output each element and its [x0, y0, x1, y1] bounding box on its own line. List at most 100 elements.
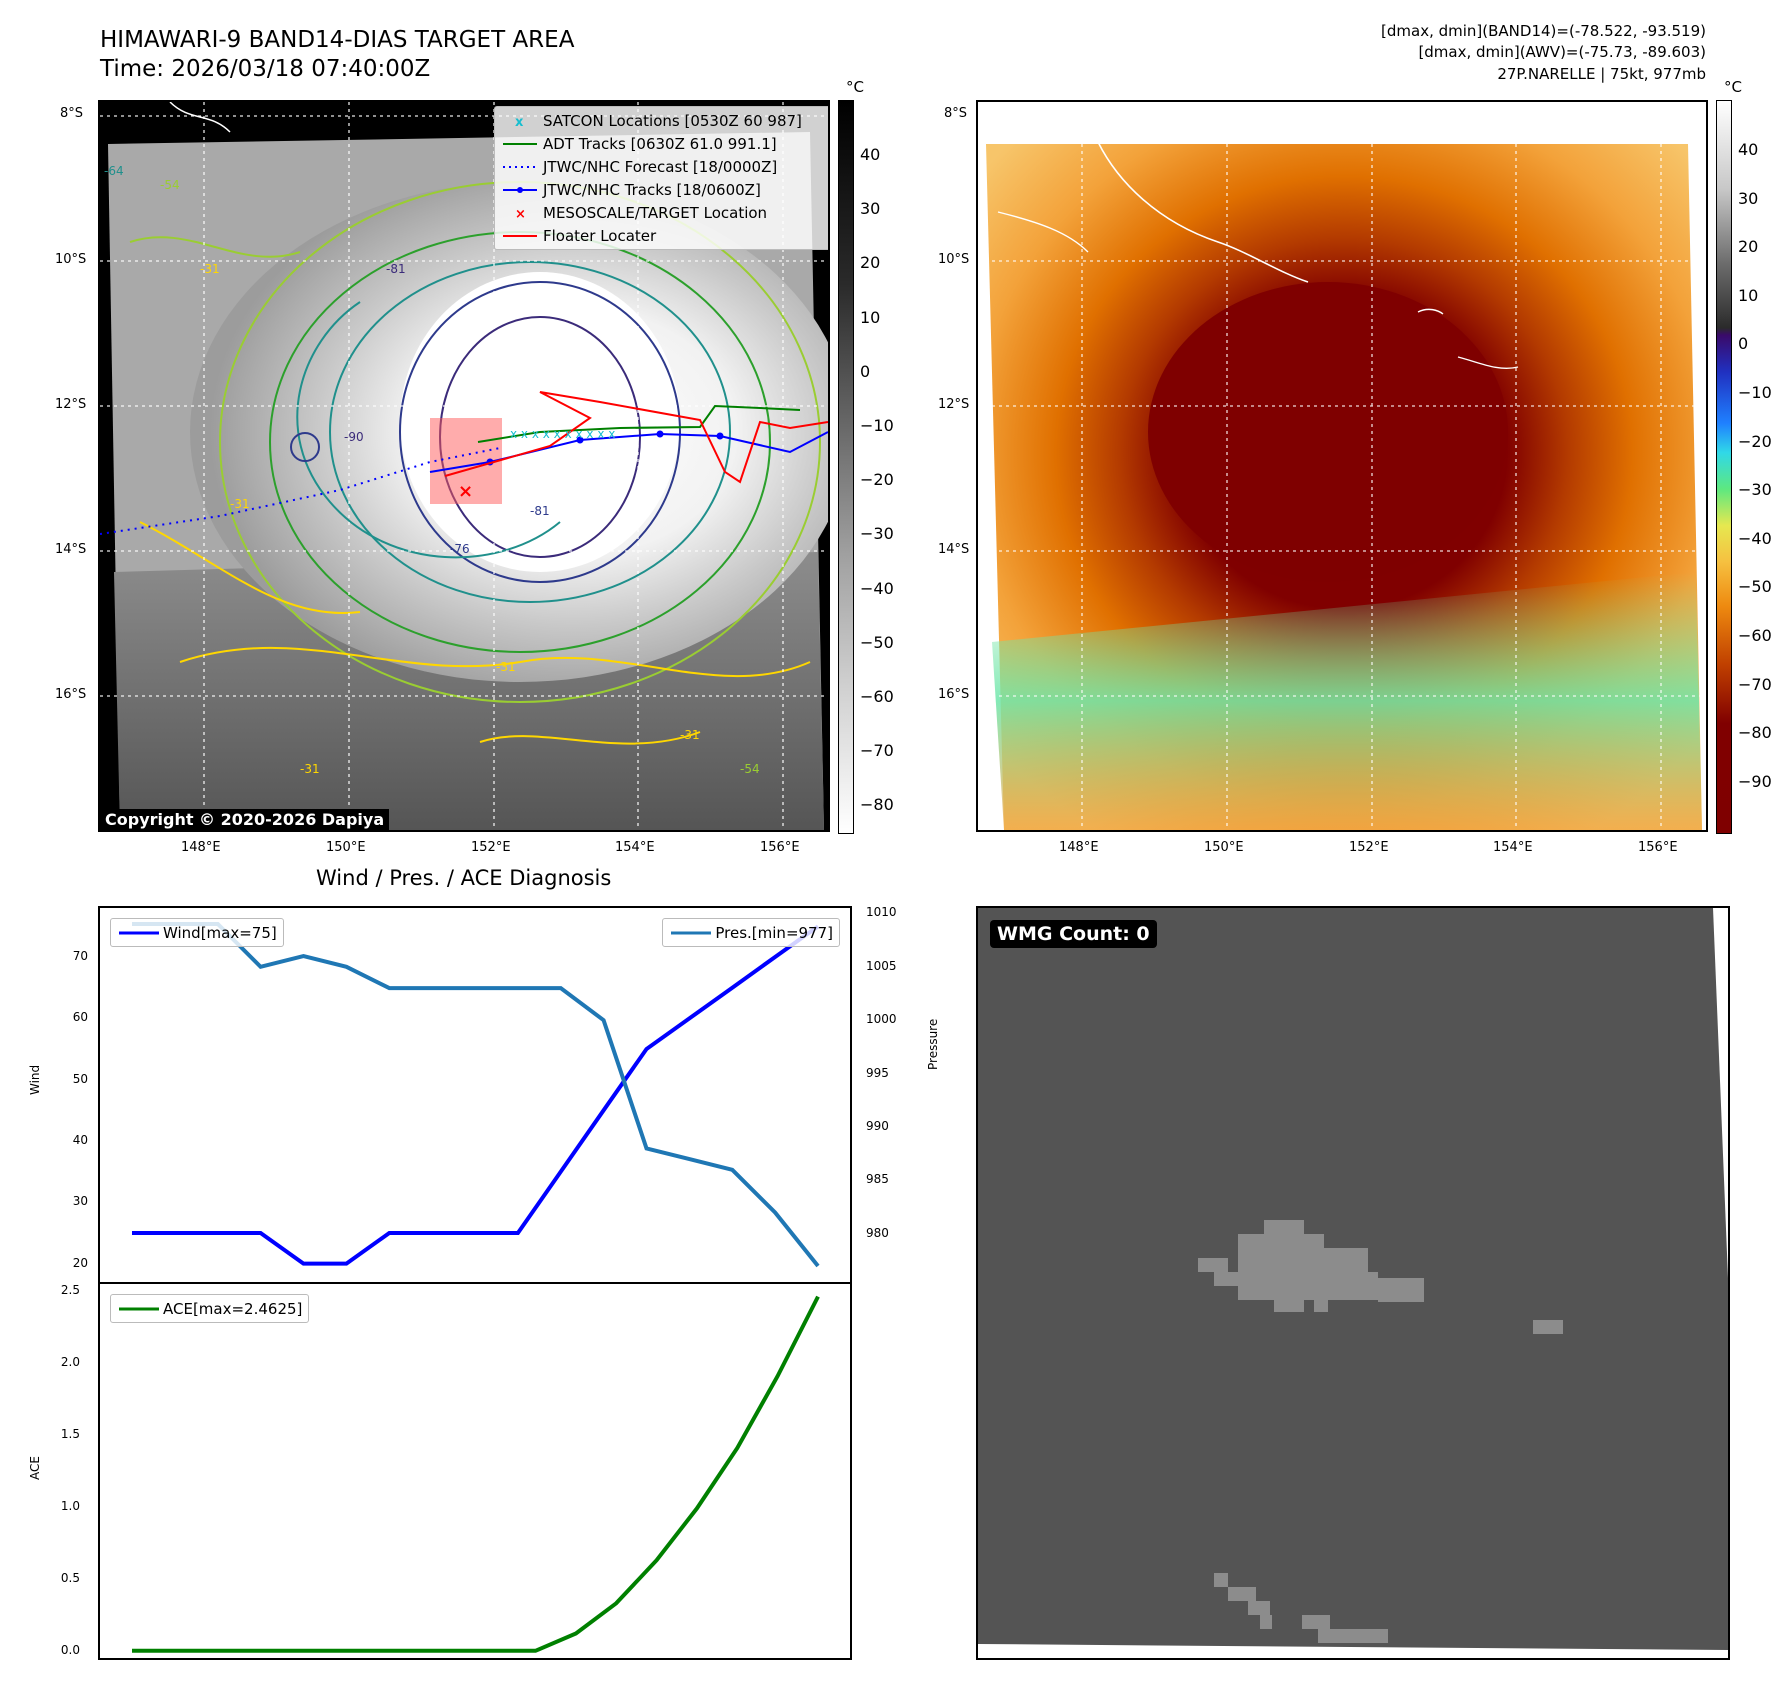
lat-label: 12°S: [938, 397, 970, 412]
map-legend: x SATCON Locations [0530Z 60 987] ADT Tr…: [494, 106, 828, 250]
colorbar-tick-label: −90: [1738, 771, 1772, 791]
wmg-image: [978, 908, 1728, 1650]
target-marker-icon: ×: [515, 207, 526, 220]
legend-item: x SATCON Locations [0530Z 60 987]: [499, 109, 827, 132]
colorbar-tick-label: −30: [1738, 480, 1772, 500]
wind-axis-label: Wind: [28, 1064, 42, 1095]
ace-line-icon: [119, 1307, 159, 1310]
lon-label: 150°E: [1204, 840, 1244, 855]
contour-label: -54: [740, 762, 760, 776]
colorbar-tick-label: −50: [1738, 577, 1772, 597]
lat-label: 12°S: [55, 397, 87, 412]
floater-line-icon: [503, 234, 537, 237]
lon-label: 154°E: [1493, 840, 1533, 855]
lon-label: 148°E: [181, 840, 221, 855]
colorbar-tick-label: −30: [860, 524, 894, 544]
svg-text:x x x x x x x x x x: x x x x x x x x x x: [510, 427, 615, 441]
svg-text:×: ×: [458, 481, 473, 502]
contour-label: -64: [104, 164, 124, 178]
colorbar-tick-label: −20: [1738, 431, 1772, 451]
contour-label: -31: [200, 262, 220, 276]
colorbar-tick-label: −50: [860, 632, 894, 652]
y-tick-label: 50: [72, 1071, 88, 1086]
lat-label: 8°S: [944, 106, 968, 121]
figure-time: Time: 2026/03/18 07:40:00Z: [100, 56, 431, 82]
colorbar-tick-label: 0: [860, 361, 871, 381]
info-storm: 27P.NARELLE | 75kt, 977mb: [1497, 65, 1706, 83]
legend-item: ADT Tracks [0630Z 61.0 991.1]: [499, 132, 827, 155]
legend-item: JTWC/NHC Forecast [18/0000Z]: [499, 155, 827, 178]
satcon-marker-icon: x: [515, 115, 524, 128]
copyright-badge: Copyright © 2020-2026 Dapiya: [100, 809, 390, 830]
colorbar-tick-label: −70: [1738, 674, 1772, 694]
lat-label: 14°S: [938, 542, 970, 557]
wmg-count-badge: WMG Count: 0: [990, 920, 1157, 948]
lon-label: 154°E: [615, 840, 655, 855]
lon-label: 156°E: [760, 840, 800, 855]
colorbar-tick-label: 10: [860, 307, 881, 327]
colorbar-tick-label: 30: [860, 199, 881, 219]
ace-legend: ACE[max=2.4625]: [110, 1294, 310, 1323]
contour-label: -81: [530, 504, 550, 518]
lat-label: 16°S: [55, 687, 87, 702]
pressure-legend: Pres.[min=977]: [662, 918, 840, 947]
awv-map-image: [978, 102, 1706, 830]
y-tick-label: 60: [72, 1010, 88, 1025]
info-awv: [dmax, dmin](AWV)=(-75.73, -89.603): [1418, 43, 1706, 61]
y-tick-label: 0.5: [60, 1570, 80, 1585]
y-tick-label: 990: [866, 1119, 889, 1134]
y-tick-label: 70: [72, 949, 88, 964]
ir-map-panel: x x x x x x x x x x × -64 -54 -81 -31 -9…: [98, 100, 830, 832]
right-colorbar-unit: °C: [1724, 78, 1742, 96]
lon-label: 156°E: [1638, 840, 1678, 855]
wind-line-icon: [119, 931, 159, 934]
lat-label: 10°S: [55, 252, 87, 267]
lon-label: 152°E: [1349, 840, 1389, 855]
info-band14: [dmax, dmin](BAND14)=(-78.522, -93.519): [1381, 22, 1706, 40]
lat-label: 16°S: [938, 687, 970, 702]
wind-series-line: [132, 924, 820, 1266]
colorbar-tick-label: −20: [860, 470, 894, 490]
colorbar-tick-label: 0: [1738, 334, 1749, 354]
contour-label: -81: [386, 262, 406, 276]
legend-item: JTWC/NHC Tracks [18/0600Z]: [499, 178, 827, 201]
pressure-axis-label: Pressure: [926, 1018, 940, 1070]
colorbar-tick-label: −10: [860, 416, 894, 435]
awv-map-panel: [976, 100, 1708, 832]
adt-line-icon: [503, 142, 537, 145]
figure-title: HIMAWARI-9 BAND14-DIAS TARGET AREA: [100, 27, 575, 53]
colorbar-tick-label: 20: [1738, 237, 1759, 257]
colorbar-tick-label: −60: [1738, 626, 1772, 645]
y-tick-label: 1.0: [60, 1498, 80, 1513]
wind-legend: Wind[max=75]: [110, 918, 284, 947]
ace-series-line: [132, 1295, 820, 1653]
y-tick-label: 1.5: [60, 1427, 80, 1442]
y-tick-label: 1000: [866, 1012, 897, 1027]
colorbar-tick-label: 10: [1738, 285, 1759, 305]
contour-label: -31: [230, 497, 250, 511]
y-tick-label: 2.0: [60, 1355, 80, 1370]
left-colorbar: [838, 100, 854, 834]
y-tick-label: 985: [866, 1172, 889, 1187]
lon-label: 148°E: [1059, 840, 1099, 855]
right-colorbar: [1716, 100, 1732, 834]
colorbar-tick-label: −80: [860, 795, 894, 815]
track-line-dot-icon: [503, 186, 537, 193]
colorbar-tick-label: −80: [1738, 723, 1772, 743]
colorbar-tick-label: −10: [1738, 383, 1772, 402]
forecast-dotted-icon: [503, 165, 537, 168]
y-tick-label: 995: [866, 1065, 889, 1080]
lat-label: 14°S: [55, 542, 87, 557]
contour-label: -90: [344, 430, 364, 444]
diagnosis-title: Wind / Pres. / ACE Diagnosis: [316, 866, 612, 890]
y-tick-label: 30: [72, 1194, 88, 1209]
ace-plot: [132, 1295, 820, 1653]
ace-chart: ACE[max=2.4625]: [98, 1282, 852, 1660]
wmg-panel: WMG Count: 0: [976, 906, 1730, 1660]
y-tick-label: 2.5: [60, 1283, 80, 1298]
contour-label: -31: [496, 660, 516, 674]
colorbar-tick-label: −40: [1738, 528, 1772, 548]
colorbar-tick-label: 30: [1738, 188, 1759, 208]
y-tick-label: 20: [72, 1255, 88, 1270]
y-tick-label: 1010: [866, 905, 897, 920]
